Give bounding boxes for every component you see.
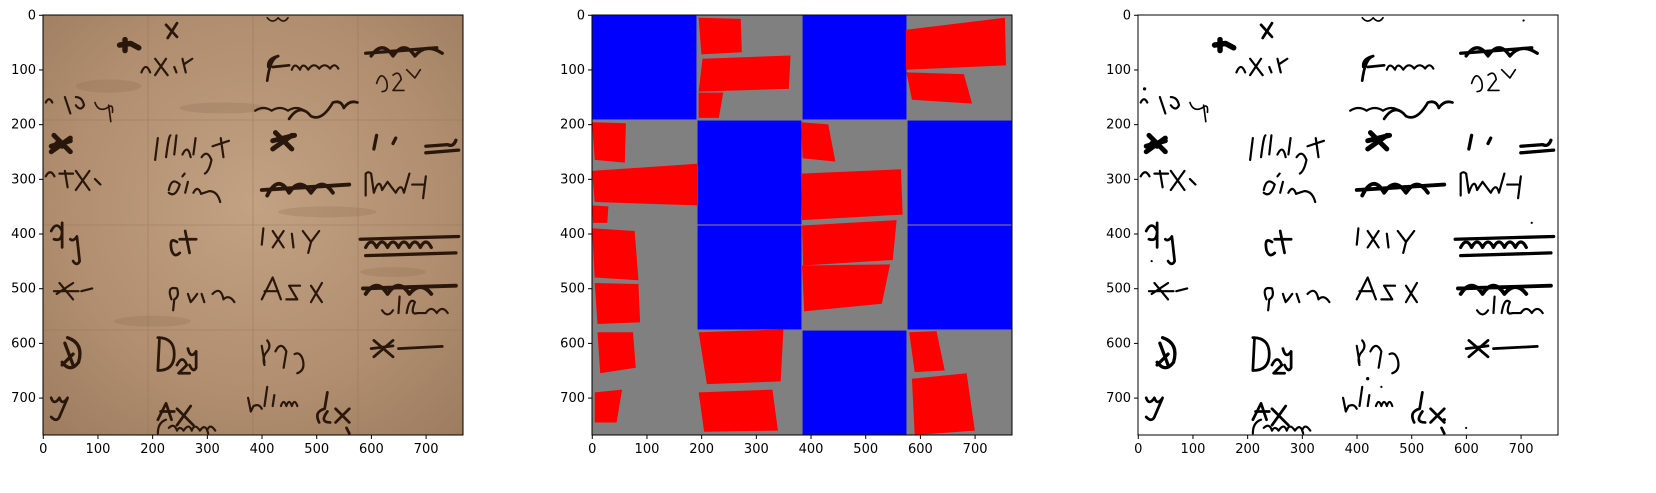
x-tick-label: 0 bbox=[39, 442, 47, 457]
blue-cell-1 bbox=[802, 15, 907, 120]
red-patch-11 bbox=[802, 220, 897, 266]
blue-cell-3 bbox=[907, 120, 1012, 225]
y-tick-label: 100 bbox=[1106, 63, 1131, 78]
y-tick-label: 500 bbox=[560, 282, 585, 297]
red-patch-2 bbox=[698, 92, 724, 118]
x-tick-label: 200 bbox=[689, 442, 714, 457]
blue-cell-2 bbox=[697, 120, 802, 225]
red-patch-5 bbox=[592, 122, 626, 163]
binary-background bbox=[1138, 15, 1559, 436]
y-tick-label: 500 bbox=[1106, 282, 1131, 297]
x-tick-label: 600 bbox=[359, 442, 384, 457]
y-tick-label: 400 bbox=[1106, 227, 1131, 242]
y-tick-label: 700 bbox=[1106, 391, 1131, 406]
panel-layout-map bbox=[591, 14, 1013, 436]
y-tick-label: 500 bbox=[11, 282, 36, 297]
y-tick-label: 100 bbox=[11, 63, 36, 78]
y-tick-label: 100 bbox=[560, 63, 585, 78]
x-tick-label: 100 bbox=[86, 442, 111, 457]
red-patch-3 bbox=[905, 17, 1007, 70]
y-tick-label: 400 bbox=[11, 227, 36, 242]
red-patch-4 bbox=[906, 72, 973, 104]
y-tick-label: 300 bbox=[11, 172, 36, 187]
y-tick-label: 700 bbox=[560, 391, 585, 406]
panel-binarized bbox=[1137, 14, 1559, 436]
red-patch-12 bbox=[802, 264, 891, 312]
y-tick-label: 700 bbox=[11, 391, 36, 406]
red-patch-8 bbox=[800, 169, 903, 221]
y-tick-label: 300 bbox=[560, 172, 585, 187]
red-patch-19 bbox=[911, 373, 975, 436]
red-patch-13 bbox=[594, 282, 641, 324]
blue-cell-6 bbox=[802, 330, 907, 435]
y-tick-label: 600 bbox=[11, 336, 36, 351]
y-tick-label: 400 bbox=[560, 227, 585, 242]
axes-frame-binarized bbox=[1137, 14, 1559, 436]
panel-manuscript bbox=[42, 14, 464, 436]
red-patch-7 bbox=[592, 163, 698, 206]
x-tick-label: 500 bbox=[1399, 442, 1424, 457]
x-tick-label: 400 bbox=[1345, 442, 1370, 457]
x-tick-label: 200 bbox=[140, 442, 165, 457]
axes-frame-layout-map bbox=[591, 14, 1013, 436]
red-patch-17 bbox=[698, 389, 778, 432]
y-tick-label: 200 bbox=[11, 118, 36, 133]
x-tick-label: 700 bbox=[1509, 442, 1534, 457]
axes-frame-manuscript bbox=[42, 14, 464, 436]
y-tick-label: 0 bbox=[1123, 8, 1131, 23]
red-patch-6 bbox=[800, 122, 836, 162]
x-tick-label: 700 bbox=[963, 442, 988, 457]
y-tick-label: 200 bbox=[560, 118, 585, 133]
x-tick-label: 0 bbox=[1134, 442, 1142, 457]
red-patch-18 bbox=[594, 389, 623, 423]
red-patch-14 bbox=[698, 329, 784, 385]
red-patch-10 bbox=[592, 228, 639, 281]
x-tick-label: 400 bbox=[250, 442, 275, 457]
x-tick-label: 700 bbox=[414, 442, 439, 457]
red-patch-0 bbox=[698, 17, 742, 55]
y-tick-label: 200 bbox=[1106, 118, 1131, 133]
y-tick-label: 600 bbox=[560, 336, 585, 351]
blue-cell-5 bbox=[907, 225, 1012, 330]
red-patch-1 bbox=[698, 55, 791, 92]
x-tick-label: 300 bbox=[195, 442, 220, 457]
y-tick-label: 600 bbox=[1106, 336, 1131, 351]
x-tick-label: 500 bbox=[304, 442, 329, 457]
red-patch-15 bbox=[597, 332, 636, 374]
x-tick-label: 0 bbox=[588, 442, 596, 457]
x-tick-label: 100 bbox=[1181, 442, 1206, 457]
blue-cell-4 bbox=[697, 225, 802, 330]
red-patch-9 bbox=[592, 205, 609, 223]
y-tick-label: 300 bbox=[1106, 172, 1131, 187]
y-tick-label: 0 bbox=[577, 8, 585, 23]
x-tick-label: 100 bbox=[635, 442, 660, 457]
red-patch-16 bbox=[909, 331, 945, 373]
x-tick-label: 600 bbox=[1454, 442, 1479, 457]
x-tick-label: 300 bbox=[744, 442, 769, 457]
x-tick-label: 500 bbox=[853, 442, 878, 457]
blue-cell-0 bbox=[592, 15, 697, 120]
x-tick-label: 200 bbox=[1235, 442, 1260, 457]
x-tick-label: 600 bbox=[908, 442, 933, 457]
x-tick-label: 300 bbox=[1290, 442, 1315, 457]
y-tick-label: 0 bbox=[28, 8, 36, 23]
parchment-background bbox=[43, 15, 464, 436]
x-tick-label: 400 bbox=[799, 442, 824, 457]
